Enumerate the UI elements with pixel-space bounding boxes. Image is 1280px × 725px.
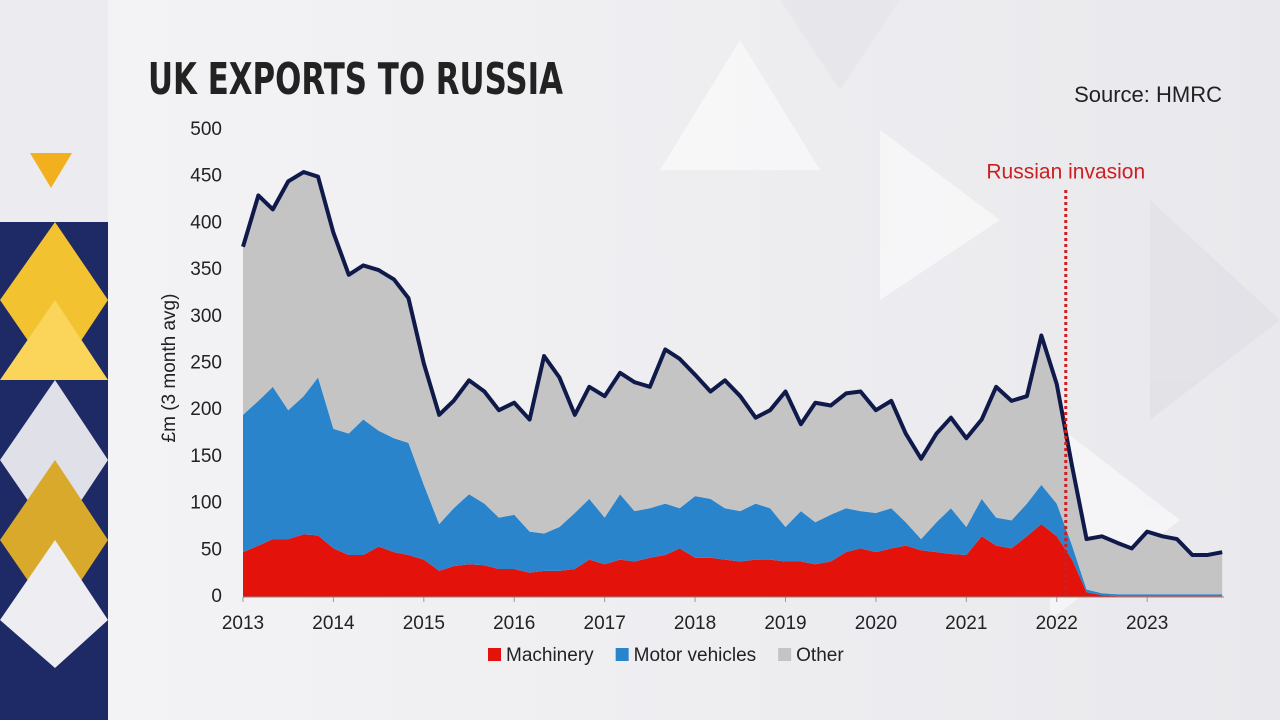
area xyxy=(243,377,1223,597)
legend-label: Motor vehicles xyxy=(634,645,757,666)
x-tick-label: 2023 xyxy=(1126,613,1168,634)
y-tick-label: 150 xyxy=(190,446,222,467)
decoration xyxy=(660,0,1280,620)
side-strip xyxy=(0,0,108,720)
legend-label: Machinery xyxy=(506,645,594,666)
legend: Machinery Motor vehicles Other xyxy=(488,645,844,666)
y-tick-label: 250 xyxy=(190,353,222,374)
total-line xyxy=(241,170,1223,557)
area xyxy=(243,172,1223,595)
x-tick-label: 2021 xyxy=(945,613,987,634)
x-tick-label: 2022 xyxy=(1036,613,1078,634)
legend-swatch xyxy=(778,648,792,661)
y-tick-label: 100 xyxy=(190,493,222,514)
source: Source: HMRC xyxy=(1074,82,1222,107)
x-tick-label: 2015 xyxy=(403,613,445,634)
y-tick-label: 300 xyxy=(190,306,222,327)
x-tick-label: 2017 xyxy=(584,613,626,634)
legend-swatch xyxy=(615,648,629,661)
annotation-text: Russian invasion xyxy=(986,161,1145,184)
x-tick-label: 2020 xyxy=(855,613,897,634)
y-tick-label: 50 xyxy=(201,539,222,560)
x-tick-label: 2019 xyxy=(764,613,806,634)
x-tick-label: 2013 xyxy=(222,613,264,634)
y-tick-label: 450 xyxy=(190,166,222,187)
x-tick-label: 2014 xyxy=(312,613,355,634)
area xyxy=(243,524,1223,597)
y-tick-label: 500 xyxy=(190,119,222,140)
y-tick-label: 350 xyxy=(190,259,222,280)
chart-title: UK EXPORTS TO RUSSIA xyxy=(148,54,563,105)
y-axis-label: £m (3 month avg) xyxy=(159,294,180,443)
legend-label: Other xyxy=(796,645,844,666)
y-tick-label: 0 xyxy=(211,586,222,607)
x-tick-label: 2016 xyxy=(493,613,535,634)
y-tick-label: 200 xyxy=(190,399,222,420)
x-tick-label: 2018 xyxy=(674,613,716,634)
plot: 0 50 100 150 200 250 300 350 400 450 500 2013 2014 20… xyxy=(190,119,1224,666)
legend-swatch xyxy=(488,648,501,661)
y-tick-label: 400 xyxy=(190,212,222,233)
